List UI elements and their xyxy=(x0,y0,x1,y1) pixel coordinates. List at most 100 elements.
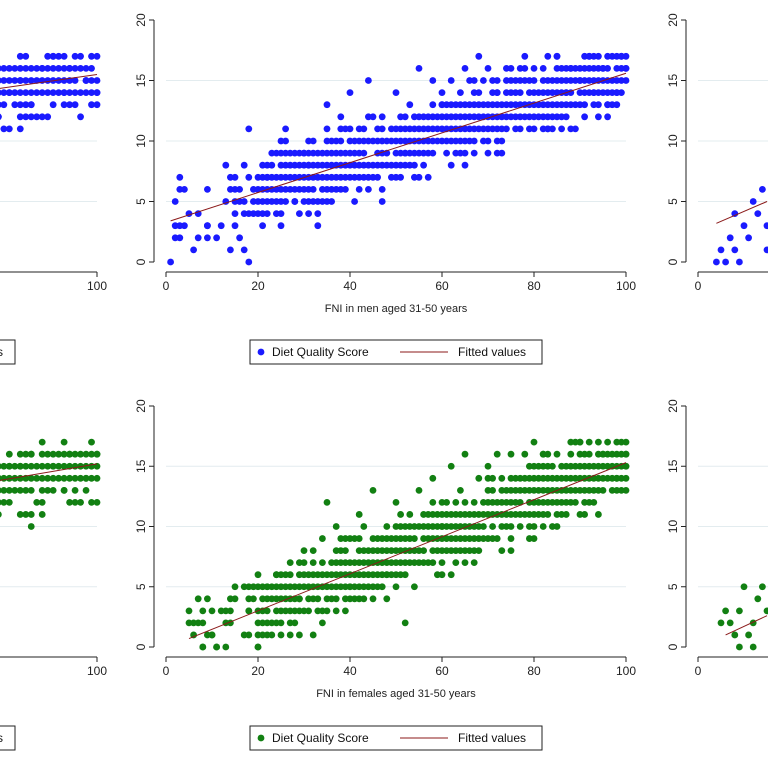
data-point xyxy=(328,198,335,205)
data-point xyxy=(93,52,101,60)
data-point xyxy=(82,474,90,482)
data-point xyxy=(392,583,400,591)
data-point xyxy=(286,631,294,639)
data-point xyxy=(590,499,598,506)
data-point xyxy=(190,246,198,254)
data-point xyxy=(44,450,52,458)
data-point xyxy=(22,511,30,518)
data-point xyxy=(240,631,248,639)
data-point xyxy=(406,511,414,518)
data-point xyxy=(438,101,446,109)
data-point xyxy=(452,559,460,567)
data-point xyxy=(55,450,63,458)
data-point xyxy=(461,65,469,72)
data-point xyxy=(355,511,363,518)
data-point xyxy=(323,101,331,109)
data-point xyxy=(562,511,570,518)
data-point xyxy=(553,52,561,60)
data-point xyxy=(77,499,84,506)
data-point xyxy=(420,547,427,554)
data-point xyxy=(480,523,487,530)
data-point xyxy=(44,474,52,482)
data-point xyxy=(60,474,68,482)
data-point xyxy=(194,595,202,603)
data-point xyxy=(604,101,611,109)
x-tick-label: 100 xyxy=(616,664,636,678)
y-tick-label: 10 xyxy=(134,520,148,534)
data-point xyxy=(572,499,579,506)
data-point xyxy=(194,234,202,242)
data-point xyxy=(759,583,766,591)
data-point xyxy=(5,77,13,84)
data-point xyxy=(309,631,317,639)
data-point xyxy=(27,65,35,72)
data-point xyxy=(49,450,57,458)
data-point xyxy=(305,210,312,218)
data-point xyxy=(300,559,308,567)
x-axis-title: FNI in men aged 31-50 years xyxy=(325,303,468,315)
data-point xyxy=(346,583,354,591)
data-point xyxy=(213,643,221,651)
data-point xyxy=(277,222,285,230)
data-point xyxy=(44,52,52,60)
data-point xyxy=(369,113,377,121)
data-point xyxy=(507,450,515,458)
data-point xyxy=(323,607,331,615)
data-point xyxy=(447,161,455,169)
data-point xyxy=(470,149,478,157)
data-point xyxy=(77,52,84,60)
data-point xyxy=(5,486,13,494)
data-point xyxy=(250,210,257,218)
data-point xyxy=(314,222,322,230)
data-point xyxy=(231,173,239,181)
x-tick-label: 40 xyxy=(343,664,357,678)
data-point xyxy=(539,450,547,458)
data-point xyxy=(38,511,46,518)
data-point xyxy=(530,125,538,133)
data-point xyxy=(544,52,552,60)
y-tick-label: 0 xyxy=(666,643,680,650)
data-point xyxy=(22,450,30,458)
data-point xyxy=(273,210,280,218)
data-point xyxy=(498,137,506,145)
data-point xyxy=(319,619,326,627)
data-point xyxy=(93,77,101,84)
data-point xyxy=(254,571,262,579)
data-point xyxy=(585,450,593,458)
data-point xyxy=(0,499,8,506)
data-point xyxy=(22,65,30,72)
data-point xyxy=(475,52,483,60)
x-axis-title: FNI in females aged 31-50 years xyxy=(316,688,476,700)
x-tick-label: 100 xyxy=(616,279,636,293)
data-point xyxy=(461,559,469,567)
data-point xyxy=(27,89,35,96)
data-point xyxy=(93,499,101,506)
data-point xyxy=(314,210,322,218)
data-point xyxy=(204,595,211,603)
data-point xyxy=(401,149,409,157)
data-point xyxy=(740,222,748,230)
legend-box xyxy=(249,725,543,751)
data-point xyxy=(82,77,90,84)
data-point xyxy=(60,89,68,96)
data-point xyxy=(236,186,244,193)
chart-panel-bottom-center: 0 5 10 15 20 0 20 40 60 80 100 FNI in females aged … xyxy=(134,399,636,751)
data-point xyxy=(516,523,524,530)
y-tick-label: 15 xyxy=(666,459,680,473)
data-point xyxy=(16,450,24,458)
data-point xyxy=(27,450,35,458)
data-point xyxy=(16,77,24,84)
x-tick-label: 80 xyxy=(527,279,541,293)
data-point xyxy=(424,173,432,181)
data-point xyxy=(71,486,79,494)
data-point xyxy=(254,643,262,651)
data-point xyxy=(0,101,8,109)
data-point xyxy=(49,89,57,96)
data-point xyxy=(470,77,478,84)
data-point xyxy=(378,113,386,121)
data-point xyxy=(516,125,524,133)
data-point xyxy=(360,149,368,157)
data-point xyxy=(16,101,24,109)
data-point xyxy=(22,89,30,96)
